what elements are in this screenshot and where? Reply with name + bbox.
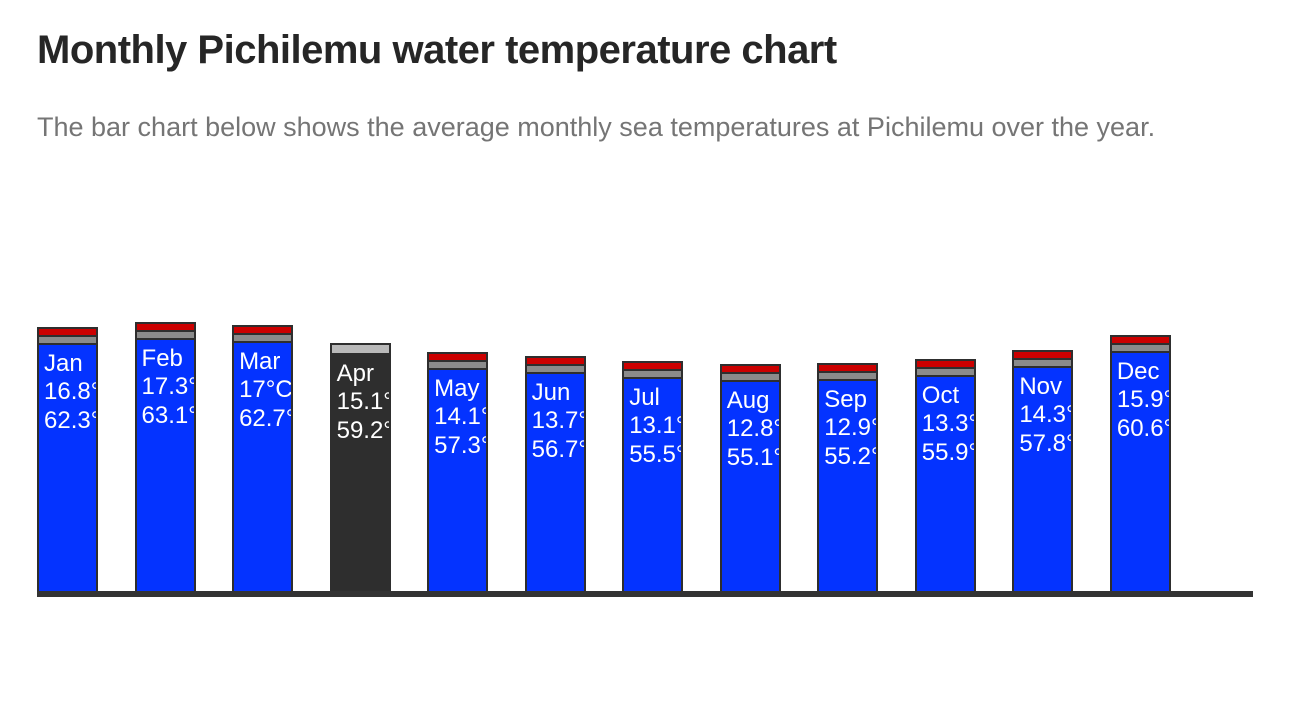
bar-cap <box>526 365 584 374</box>
bar-cap <box>39 336 96 345</box>
bar-cap <box>526 357 584 366</box>
bar-cap <box>1014 351 1072 360</box>
bar-cap <box>1111 344 1169 353</box>
bar-cap <box>916 368 974 377</box>
bar-cap <box>624 362 682 371</box>
bar-cap <box>39 328 96 337</box>
bar-cap <box>331 344 389 355</box>
bar-cap <box>429 361 487 370</box>
bar-cap <box>234 326 292 335</box>
bar-cap <box>1014 359 1072 368</box>
bar-cap <box>721 365 779 374</box>
page: Monthly Pichilemu water temperature char… <box>37 28 1275 597</box>
page-subtitle: The bar chart below shows the average mo… <box>37 112 1156 142</box>
bar-cap <box>136 323 194 332</box>
bar-cap <box>624 370 682 379</box>
bar-cap <box>819 364 877 373</box>
bar-cap <box>721 373 779 382</box>
page-title: Monthly Pichilemu water temperature char… <box>37 28 837 72</box>
bar-cap <box>429 353 487 362</box>
bar-cap <box>916 360 974 369</box>
bar-cap <box>1111 336 1169 345</box>
bar-cap <box>136 331 194 340</box>
bar-cap <box>819 372 877 381</box>
bar-cap <box>234 334 292 343</box>
chart-baseline <box>37 590 1253 597</box>
